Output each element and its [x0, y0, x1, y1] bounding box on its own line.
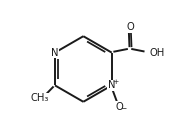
Text: O: O — [115, 102, 123, 112]
Text: −: − — [120, 106, 126, 112]
Text: O: O — [126, 22, 134, 32]
Text: N: N — [108, 80, 115, 90]
Text: +: + — [113, 79, 119, 85]
Text: CH₃: CH₃ — [30, 93, 48, 103]
Text: N: N — [51, 48, 59, 58]
Text: OH: OH — [150, 48, 165, 58]
